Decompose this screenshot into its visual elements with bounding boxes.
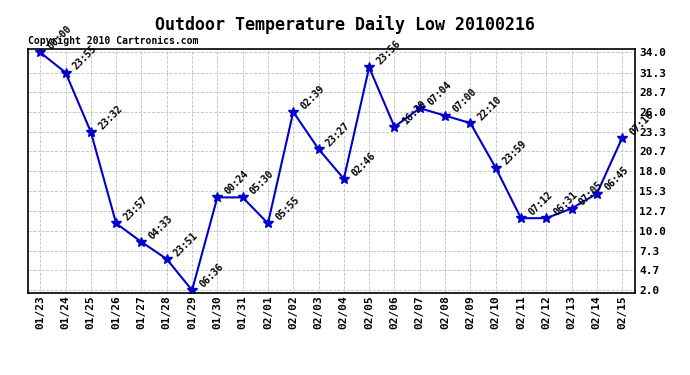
Text: 02:46: 02:46 [349, 150, 377, 178]
Text: 05:30: 05:30 [248, 169, 276, 196]
Text: 16:39: 16:39 [400, 98, 428, 126]
Text: 02:39: 02:39 [299, 83, 326, 111]
Text: 04:33: 04:33 [147, 213, 175, 241]
Text: 06:45: 06:45 [602, 165, 630, 193]
Text: Copyright 2010 Cartronics.com: Copyright 2010 Cartronics.com [28, 36, 198, 46]
Text: 07:04: 07:04 [425, 80, 453, 107]
Text: 23:55: 23:55 [71, 44, 99, 72]
Text: Outdoor Temperature Daily Low 20100216: Outdoor Temperature Daily Low 20100216 [155, 15, 535, 34]
Text: 06:36: 06:36 [197, 262, 226, 290]
Text: 07:05: 07:05 [577, 180, 605, 208]
Text: 07:12: 07:12 [526, 190, 554, 217]
Text: 23:32: 23:32 [97, 104, 124, 131]
Text: 23:56: 23:56 [375, 39, 402, 66]
Text: 23:57: 23:57 [121, 195, 150, 223]
Text: 00:24: 00:24 [223, 169, 250, 196]
Text: 07:00: 07:00 [451, 87, 478, 115]
Text: 05:55: 05:55 [273, 195, 302, 223]
Text: 06:31: 06:31 [552, 190, 580, 217]
Text: 00:00: 00:00 [46, 24, 74, 52]
Text: 23:51: 23:51 [172, 231, 200, 258]
Text: 23:59: 23:59 [501, 139, 529, 167]
Text: 23:27: 23:27 [324, 120, 352, 148]
Text: 22:10: 22:10 [476, 94, 504, 122]
Text: 07:16: 07:16 [628, 109, 655, 137]
